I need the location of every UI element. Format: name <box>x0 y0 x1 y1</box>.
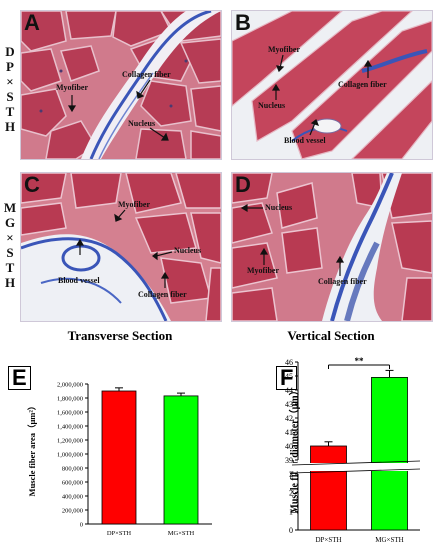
annotation-c-myofiber: Myofiber <box>118 200 150 209</box>
chart-e-category-label: DP×STH <box>107 530 132 537</box>
chart-f-ytick-label: 44 <box>285 386 293 395</box>
annotation-b-blood-vessel: Blood vessel <box>284 136 326 145</box>
chart-e-ytick-label: 1,800,000 <box>57 396 83 403</box>
chart-e-ytick-label: 1,400,000 <box>57 424 83 431</box>
micrograph-panel-d <box>231 172 433 322</box>
annotation-c-blood-vessel: Blood vessel <box>58 276 100 285</box>
annotation-c-nucleus: Nucleus <box>174 246 202 255</box>
panel-label-c: C <box>24 172 40 197</box>
panel-label-b: B <box>235 10 251 35</box>
chart-f-ytick-label: 40 <box>285 442 293 451</box>
chart-f: 39 40 41 42 43 44 45 46 0 1 2 3 DP×STH MG×STH ** <box>285 356 422 544</box>
chart-f-break-line <box>291 460 421 466</box>
annotation-b-collagen: Collagen fiber <box>338 80 387 89</box>
section-label-vertical: Vertical Section <box>287 328 375 343</box>
annotation-d-collagen: Collagen fiber <box>318 277 367 286</box>
chart-f-significance-label: ** <box>355 356 365 366</box>
section-label-transverse: Transverse Section <box>67 328 173 343</box>
annotation-a-collagen: Collagen fiber <box>122 70 171 79</box>
annotation-a-nucleus: Nucleus <box>128 119 156 128</box>
panel-label-a: A <box>24 10 40 35</box>
chart-label-e: E <box>8 366 31 390</box>
annotation-c-collagen: Collagen fiber <box>138 290 187 299</box>
chart-f-ytick-label: 39 <box>285 456 293 465</box>
chart-e-bar <box>163 395 199 525</box>
chart-f-ytick-label: 0 <box>289 526 293 535</box>
chart-f-category-label: MG×STH <box>375 536 403 544</box>
annotation-a-myofiber: Myofiber <box>56 83 88 92</box>
chart-e-category-label: MG×STH <box>168 530 195 537</box>
micrograph-panel-a <box>20 10 222 160</box>
chart-f-category-label: DP×STH <box>315 536 341 544</box>
panel-label-d: D <box>235 172 251 197</box>
chart-e-ytick-label: 0 <box>80 522 83 529</box>
chart-e-ytick-label: 800,000 <box>62 466 83 473</box>
annotation-b-myofiber: Myofiber <box>268 45 300 54</box>
chart-e-ytick-label: 1,200,000 <box>57 438 83 445</box>
chart-f-ytick-label: 43 <box>285 400 293 409</box>
chart-e-ytick-label: 1,600,000 <box>57 410 83 417</box>
chart-f-axis-break <box>292 463 422 471</box>
annotation-d-myofiber: Myofiber <box>247 266 279 275</box>
chart-f-ytick-label: 41 <box>285 428 293 437</box>
chart-f-ytick-label: 2 <box>289 489 293 498</box>
annotation-d-nucleus: Nucleus <box>265 203 293 212</box>
chart-f-break-line <box>291 468 421 474</box>
chart-f-ytick-label: 42 <box>285 414 293 423</box>
chart-f-ytick-label: 1 <box>289 507 293 516</box>
chart-f-bar <box>371 376 408 531</box>
annotation-arrows <box>67 54 373 288</box>
chart-e-ytick-label: 200,000 <box>62 508 83 515</box>
chart-e-ytick-label: 600,000 <box>62 480 83 487</box>
chart-e-ytick-label: 1,000,000 <box>57 452 83 459</box>
chart-e-ytick-label: 2,000,000 <box>57 382 83 389</box>
micrograph-panel-c <box>20 172 222 322</box>
chart-e-bar <box>101 390 137 525</box>
chart-f-ytick-label: 3 <box>289 470 293 479</box>
chart-label-f: F <box>276 366 298 390</box>
micrograph-panel-b <box>231 10 433 160</box>
chart-f-bar <box>310 445 347 531</box>
chart-e: 0 200,000 400,000 600,000 800,000 1,000,000 1,… <box>57 382 212 537</box>
chart-f-ytick-label: 46 <box>285 358 293 367</box>
annotation-b-nucleus: Nucleus <box>258 101 286 110</box>
chart-f-ytick-label: 45 <box>285 372 293 381</box>
chart-e-ytick-label: 400,000 <box>62 494 83 501</box>
